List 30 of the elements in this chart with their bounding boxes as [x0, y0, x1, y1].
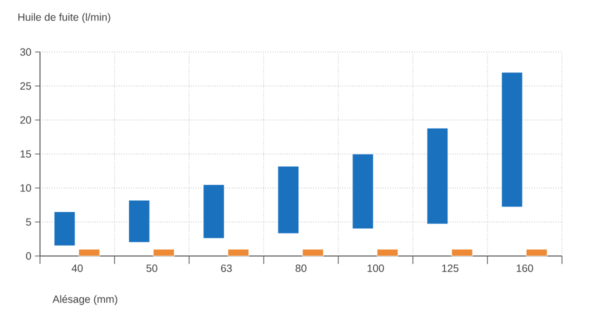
bar	[526, 248, 548, 256]
x-tick-label: 125	[442, 264, 458, 272]
bar	[153, 248, 174, 256]
y-tick-label: 0	[26, 252, 32, 260]
x-tick-label: 80	[296, 264, 306, 272]
bar	[228, 248, 250, 256]
bar	[426, 128, 448, 224]
x-axis-title: Alésage (mm)	[52, 295, 118, 305]
y-axis-title: Huile de fuite (l/min)	[18, 13, 110, 23]
x-tick-label: 100	[368, 264, 384, 272]
bar	[54, 212, 76, 246]
bar	[128, 200, 150, 243]
bar	[78, 248, 100, 256]
y-tick-label: 25	[20, 82, 32, 90]
bar	[501, 72, 523, 208]
bar	[352, 154, 374, 230]
x-tick-label: 63	[221, 264, 232, 272]
x-tick-label: 160	[516, 264, 534, 272]
y-tick-label: 15	[20, 150, 32, 158]
y-tick-label: 10	[20, 184, 32, 192]
x-tick-label: 50	[146, 264, 158, 272]
y-tick-label: 20	[20, 116, 32, 124]
bar	[376, 248, 398, 256]
y-tick-label: 30	[20, 48, 32, 56]
x-tick-label: 40	[72, 264, 83, 272]
bar	[278, 166, 300, 234]
bar	[203, 184, 224, 239]
bar	[302, 248, 324, 256]
bar	[451, 248, 473, 256]
y-tick-label: 5	[26, 218, 32, 226]
